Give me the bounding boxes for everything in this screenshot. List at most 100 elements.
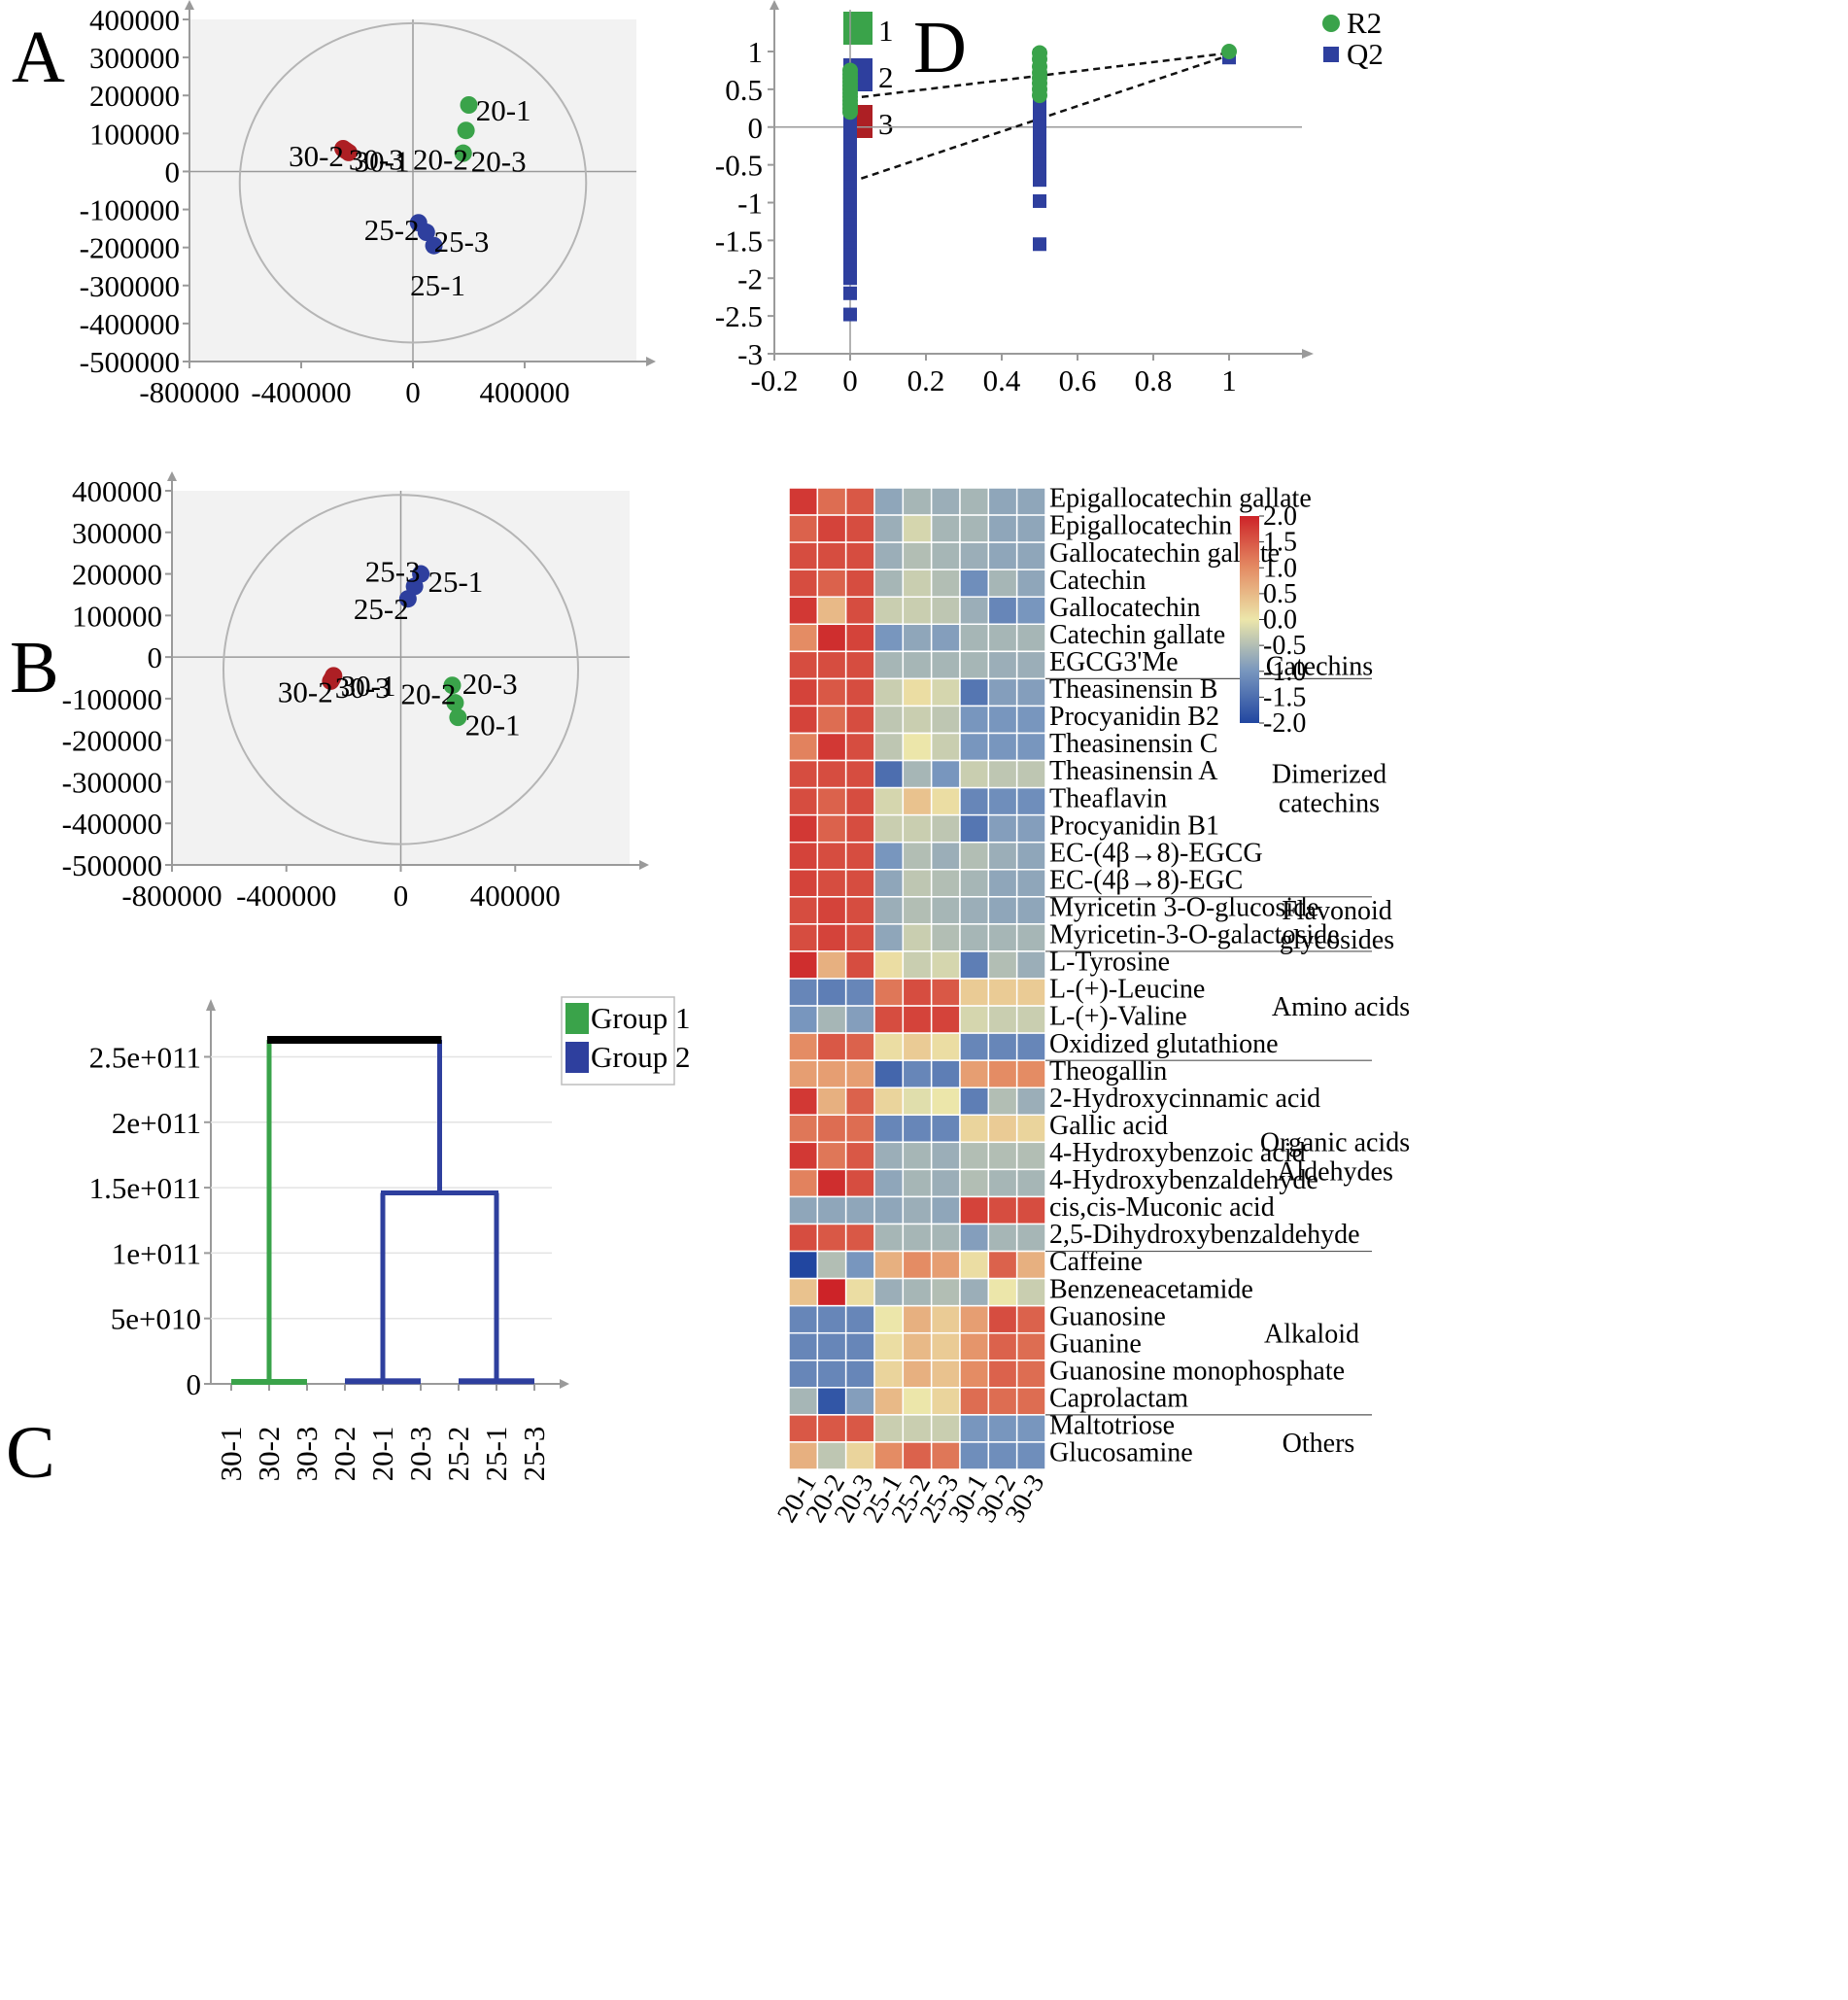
heatmap-cell xyxy=(987,1250,1018,1280)
row-label: cis,cis-Muconic acid xyxy=(1049,1192,1275,1223)
heatmap-cell xyxy=(959,705,990,735)
heatmap-cell xyxy=(873,1223,905,1253)
heatmap-cell xyxy=(788,1059,819,1088)
heatmap-cell xyxy=(902,1277,933,1307)
heatmap-cell xyxy=(816,896,847,925)
heatmap-cell xyxy=(873,786,905,816)
heatmap-cell xyxy=(902,1414,933,1443)
heatmap-cell xyxy=(987,1086,1018,1117)
heatmap-cell xyxy=(959,487,990,516)
heatmap-cell xyxy=(959,1141,990,1171)
row-label: Gallic acid xyxy=(1049,1111,1168,1141)
heatmap-cell xyxy=(959,1114,990,1144)
sample-label: 30-2 xyxy=(289,139,344,173)
heatmap-cell xyxy=(788,978,819,1007)
heatmap-cell xyxy=(930,650,961,680)
heatmap-cell xyxy=(959,1223,990,1253)
heatmap-cell xyxy=(844,869,875,898)
sample-label: 25-3 xyxy=(365,554,421,588)
heatmap-cell xyxy=(987,1360,1018,1389)
heatmap-cell xyxy=(930,1168,961,1198)
heatmap-cell xyxy=(1015,1032,1046,1061)
y-tick-label: -200000 xyxy=(80,231,180,265)
legend-label-q2: Q2 xyxy=(1347,37,1384,71)
heatmap-cell xyxy=(1015,1059,1046,1088)
sample-label: 25-2 xyxy=(364,213,420,247)
heatmap-cell xyxy=(902,786,933,816)
heatmap-cell xyxy=(987,1168,1018,1198)
heatmap-cell xyxy=(930,623,961,653)
y-axis-arrow xyxy=(185,0,194,10)
heatmap-cell xyxy=(959,569,990,598)
heatmap-cell xyxy=(788,1441,819,1470)
heatmap-cell xyxy=(816,1168,847,1198)
sample-label: 20-3 xyxy=(471,145,527,179)
heatmap-cell xyxy=(987,541,1018,570)
heatmap-cell xyxy=(816,1414,847,1443)
heatmap-cell xyxy=(987,978,1018,1007)
heatmap-cell xyxy=(987,596,1018,626)
sample-point-20-1 xyxy=(449,708,467,727)
leaf-label-30-1: 30-1 xyxy=(214,1427,248,1482)
heatmap-cell xyxy=(816,569,847,598)
group-label: Amino acids xyxy=(1272,992,1410,1022)
heatmap-cell xyxy=(816,841,847,871)
heatmap-cell xyxy=(959,1168,990,1198)
heatmap-cell xyxy=(987,1005,1018,1034)
heatmap-cell xyxy=(788,1387,819,1416)
sample-point-20-2 xyxy=(446,694,464,712)
q2-point xyxy=(1033,173,1046,188)
heatmap-cell xyxy=(987,705,1018,735)
heatmap-cell xyxy=(873,623,905,653)
heatmap-cell xyxy=(902,514,933,543)
heatmap-cell xyxy=(987,487,1018,516)
sample-label: 30-2 xyxy=(278,674,333,708)
heatmap-cell xyxy=(816,1304,847,1334)
heatmap-cell xyxy=(959,623,990,653)
heatmap-cell xyxy=(1015,1195,1046,1225)
heatmap-cell xyxy=(959,596,990,626)
heatmap-cell xyxy=(816,1195,847,1225)
y-tick-label: 300000 xyxy=(89,41,180,75)
row-label: L-Tyrosine xyxy=(1049,948,1170,978)
colorbar-tick-label: 0.5 xyxy=(1263,579,1297,609)
heatmap-cell xyxy=(930,759,961,789)
heatmap-cell xyxy=(788,541,819,570)
x-tick-label: -0.2 xyxy=(750,363,798,397)
y-tick-label: -300000 xyxy=(62,765,162,799)
y-tick-label: 400000 xyxy=(72,474,162,508)
heatmap-cell xyxy=(873,896,905,925)
row-label: Procyanidin B2 xyxy=(1049,702,1219,732)
sample-point-30-3 xyxy=(323,670,341,688)
row-label: Theasinensin A xyxy=(1049,756,1218,786)
heatmap-cell xyxy=(816,1114,847,1144)
heatmap-cell xyxy=(873,923,905,952)
heatmap-cell xyxy=(844,1331,875,1362)
heatmap-cell xyxy=(873,869,905,898)
heatmap-cell xyxy=(959,841,990,871)
heatmap-cell xyxy=(902,841,933,871)
x-axis-arrow xyxy=(1302,349,1314,359)
heatmap-cell xyxy=(873,514,905,543)
group-label: Catechins xyxy=(1266,651,1373,681)
heatmap-cell xyxy=(788,786,819,816)
group-label: Dimerized xyxy=(1272,760,1386,790)
heatmap-cell xyxy=(1015,1005,1046,1034)
heatmap-cell xyxy=(844,677,875,707)
panel-a-pca-score-plot: 400000 300000 200000 100000 0 -100000 -200000 -… xyxy=(80,0,894,409)
heatmap-cell xyxy=(788,1168,819,1198)
heatmap-cell xyxy=(873,1387,905,1416)
sample-point-25-1 xyxy=(425,236,443,255)
heatmap-cell xyxy=(987,1414,1018,1443)
heatmap-cell xyxy=(844,514,875,543)
q2-point xyxy=(1033,193,1046,208)
heatmap-cell xyxy=(902,1360,933,1389)
heatmap-cell xyxy=(987,1195,1018,1225)
leaf-label-20-2: 20-2 xyxy=(327,1427,361,1482)
heatmap-cell xyxy=(1015,841,1046,871)
heatmap-cell xyxy=(873,1414,905,1443)
heatmap-cell xyxy=(987,1114,1018,1144)
heatmap-cell xyxy=(1015,623,1046,653)
heatmap-cell xyxy=(788,1223,819,1253)
heatmap-cell xyxy=(902,1331,933,1362)
